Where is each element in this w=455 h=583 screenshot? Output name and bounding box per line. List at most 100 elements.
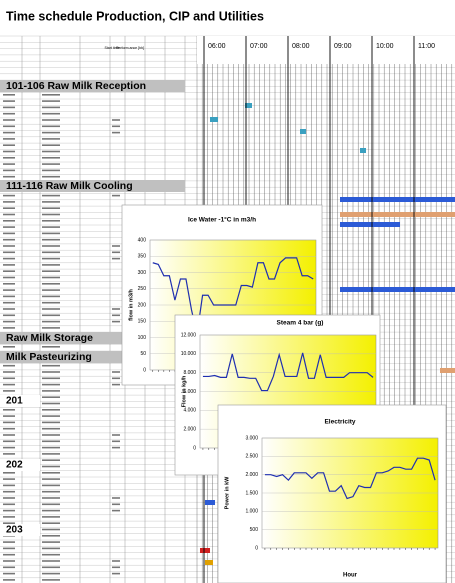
cell-text: [42, 446, 60, 449]
cell-text: [42, 283, 60, 285]
cell-text: [3, 415, 15, 417]
cell-text: [42, 157, 60, 159]
cell-text: [42, 390, 60, 392]
cell-text: [112, 572, 120, 575]
section-bar: [0, 80, 185, 92]
cell-text: [42, 144, 60, 146]
cell-text: [3, 541, 15, 543]
gantt-block: [205, 500, 215, 505]
cell-text: [3, 131, 15, 134]
y-tick-label: 8.000: [183, 370, 196, 376]
cell-text: [3, 346, 15, 348]
cell-text: [3, 251, 15, 254]
cell-text: [112, 245, 120, 247]
cell-text: [42, 421, 60, 424]
cell-text: [42, 346, 60, 348]
section-title: 111-116 Raw Milk Cooling: [6, 180, 133, 192]
cell-text: [112, 131, 120, 134]
cell-text: [42, 566, 60, 569]
cell-text: [42, 459, 60, 461]
y-tick-label: 50: [140, 351, 146, 357]
y-tick-label: 100: [138, 335, 147, 341]
cell-text: [3, 371, 15, 373]
cell-text: [3, 226, 15, 228]
gantt-header: [197, 36, 455, 64]
cell-text: [3, 509, 15, 512]
cell-text: [42, 364, 60, 367]
cell-text: [3, 283, 15, 285]
cell-text: [3, 207, 15, 209]
section-title: 203: [6, 525, 23, 536]
cell-text: [112, 503, 120, 506]
cell-text: [3, 264, 15, 266]
cell-text: [112, 377, 120, 380]
cell-text: [3, 390, 15, 392]
cell-text: [112, 383, 120, 386]
time-label: 08:00: [292, 43, 310, 50]
y-tick-label: 300: [138, 270, 147, 276]
cell-text: [42, 314, 60, 317]
cell-text: [42, 270, 60, 272]
cell-text: [3, 579, 15, 581]
cell-text: [42, 579, 60, 581]
y-tick-label: 0: [255, 545, 258, 551]
cell-text: [3, 94, 15, 96]
cell-text: [3, 547, 15, 550]
time-cell-bg: [414, 40, 444, 50]
cell-text: [112, 314, 120, 317]
section-bar: [0, 459, 40, 471]
cell-text: [42, 572, 60, 575]
data-line: [202, 352, 374, 392]
y-tick-label: 10.000: [181, 351, 197, 357]
cell-text: [112, 497, 120, 499]
gantt-block: [210, 117, 218, 122]
gantt-block: [245, 103, 252, 108]
cell-text: [112, 257, 120, 260]
cell-text: [3, 440, 15, 443]
chart: Electricity 0 500 1.000 1.500 2.000 2.500 3.000…: [217, 404, 447, 583]
cell-text: [42, 207, 60, 209]
cell-text: [3, 175, 15, 178]
gantt-block: [205, 560, 213, 565]
gantt-block: [340, 212, 455, 217]
cell-text: [42, 238, 60, 241]
y-tick-label: 2.000: [245, 472, 258, 478]
cell-text: [3, 138, 15, 140]
cell-text: [42, 125, 60, 128]
cell-text: [3, 100, 15, 102]
time-cell-bg: [204, 40, 234, 50]
cell-text: [3, 383, 15, 386]
cell-text: [42, 213, 60, 216]
cell-text: [42, 440, 60, 443]
cell-text: [42, 232, 60, 235]
cell-text: [3, 289, 15, 291]
y-axis-label: Flow in kg/h: [181, 375, 187, 407]
time-cell-bg: [372, 40, 402, 50]
cell-text: [42, 402, 60, 405]
section-title: 202: [6, 460, 23, 471]
cell-text: [42, 484, 60, 487]
cell-text: [42, 478, 60, 480]
cell-text: [3, 157, 15, 159]
cell-text: [42, 257, 60, 260]
cell-text: [42, 245, 60, 247]
cell-text: [3, 553, 15, 556]
cell-text: [3, 301, 15, 304]
cell-text: [3, 169, 15, 172]
gantt-block: [340, 222, 400, 227]
y-tick-label: 0: [143, 367, 146, 373]
section-title: Raw Milk Storage: [6, 332, 93, 344]
cell-text: [3, 364, 15, 367]
cell-text: [42, 409, 60, 411]
y-tick-label: 400: [138, 237, 147, 243]
cell-text: [3, 421, 15, 424]
cell-text: [42, 276, 60, 279]
y-tick-label: 2.000: [183, 426, 196, 432]
cell-text: [3, 453, 15, 455]
cell-text: [3, 163, 15, 165]
time-label: 07:00: [250, 43, 268, 50]
section-title: 201: [6, 396, 23, 407]
cell-text: [42, 490, 60, 493]
cell-text: [42, 220, 60, 222]
y-tick-label: 150: [138, 319, 147, 325]
